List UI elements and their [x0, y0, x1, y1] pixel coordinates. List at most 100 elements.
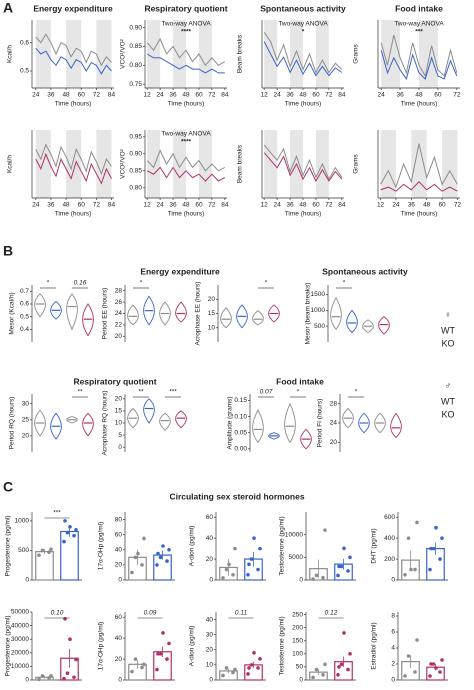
data-point	[413, 567, 417, 572]
x-tick-label: 48	[182, 202, 190, 209]
y-tick-label: 250	[292, 611, 303, 618]
data-point	[249, 557, 254, 561]
violin	[378, 316, 390, 335]
y-axis-label: VCO²/VO²	[120, 148, 127, 178]
series-line	[263, 32, 343, 74]
data-point	[246, 572, 250, 577]
y-axis-label: 17α-OHp (pg/ml)	[98, 622, 105, 671]
significance: *	[302, 29, 305, 36]
y-tick-label: 0.75	[129, 81, 142, 88]
y-axis-label: Period RQ (hours)	[9, 397, 16, 450]
x-axis-label: Time (hours)	[285, 101, 322, 108]
x-tick-label: 12	[261, 92, 269, 99]
violin	[66, 416, 78, 424]
dark-phase	[173, 20, 186, 88]
y-tick-label: 40	[115, 546, 123, 553]
annotation: **	[77, 389, 83, 396]
data-point	[428, 567, 432, 572]
y-tick-label: 0.6	[20, 39, 29, 46]
data-point	[321, 672, 325, 677]
y-tick-label: 20	[115, 656, 123, 663]
x-tick-label: 60	[434, 92, 442, 99]
y-tick-label: 50000	[11, 609, 29, 616]
violin	[159, 412, 171, 431]
y-tick-label: 10000	[11, 663, 29, 670]
y-tick-label: 30	[22, 400, 30, 407]
x-tick-label: 72	[454, 202, 462, 209]
annotation: Two-way ANOVA	[161, 21, 211, 28]
annotation: ***	[169, 389, 177, 396]
violin	[127, 407, 139, 429]
data-point	[434, 525, 438, 530]
x-tick-label: 24	[273, 202, 281, 209]
data-point	[311, 577, 315, 581]
y-tick-label: 1000	[15, 518, 30, 525]
x-axis-label: Time (hours)	[55, 211, 92, 218]
data-point	[72, 533, 76, 538]
violin	[50, 412, 62, 440]
y-tick-label: 600	[384, 514, 395, 521]
dark-phase	[35, 20, 51, 88]
x-tick-label: 72	[208, 202, 216, 209]
series-line	[146, 53, 225, 74]
y-tick-label: 6	[391, 629, 395, 636]
y-tick-label: 0.4	[20, 326, 29, 333]
x-tick-label: 12	[377, 202, 385, 209]
dark-phase	[442, 130, 458, 198]
legend-item: WT	[441, 325, 455, 335]
dark-phase	[315, 20, 329, 88]
dark-phase	[173, 130, 186, 198]
y-axis-label: Mesor (beam breaks)	[305, 283, 312, 345]
x-tick-label: 36	[408, 202, 416, 209]
y-tick-label: 0	[25, 677, 29, 684]
violin	[252, 409, 264, 444]
data-point	[233, 667, 237, 672]
y-tick-label: 0.85	[129, 43, 142, 50]
data-point	[256, 666, 260, 670]
data-point	[403, 572, 407, 577]
y-tick-label: 0.5	[20, 313, 29, 320]
annotation: *	[265, 280, 268, 287]
data-point	[321, 575, 325, 580]
dark-phase	[290, 20, 303, 88]
data-point	[224, 567, 229, 572]
series-line	[263, 152, 343, 183]
data-point	[336, 573, 340, 578]
dark-phase	[198, 20, 212, 88]
violin	[34, 293, 46, 318]
x-tick-label: 72	[93, 202, 101, 209]
violin	[362, 319, 374, 334]
x-tick-label: 84	[221, 202, 229, 209]
data-point	[62, 676, 66, 681]
data-point	[337, 564, 341, 569]
x-axis-label: Time (hours)	[168, 211, 205, 218]
x-tick-label: 48	[182, 92, 190, 99]
annotation: *	[140, 280, 143, 287]
data-point	[323, 662, 327, 667]
y-axis-label: Progesterone (pg/ml)	[5, 615, 12, 676]
y-axis-label: Beam breaks	[237, 34, 244, 73]
y-tick-label: 0.90	[129, 24, 142, 31]
y-tick-label: 400	[384, 535, 395, 542]
y-tick-label: 5	[118, 432, 122, 439]
series-line	[263, 41, 343, 77]
data-point	[415, 520, 419, 525]
data-point	[63, 519, 67, 523]
data-point	[438, 557, 442, 561]
y-tick-label: 20	[22, 433, 30, 440]
dark-phase	[411, 130, 427, 198]
data-point	[40, 674, 45, 678]
x-tick-label: 84	[338, 92, 346, 99]
data-point	[231, 670, 235, 675]
bar	[60, 530, 79, 581]
y-tick-label: 40	[115, 635, 123, 642]
data-point	[165, 657, 169, 661]
x-tick-label: 60	[195, 92, 203, 99]
group-title: Food intake	[276, 376, 324, 386]
y-tick-label: 150	[292, 637, 303, 644]
series-line	[380, 143, 458, 189]
y-tick-label: 0	[25, 577, 29, 584]
y-axis-label: A-dion (pg/ml)	[189, 526, 196, 567]
x-tick-label: 60	[78, 92, 86, 99]
dark-phase	[66, 130, 82, 198]
